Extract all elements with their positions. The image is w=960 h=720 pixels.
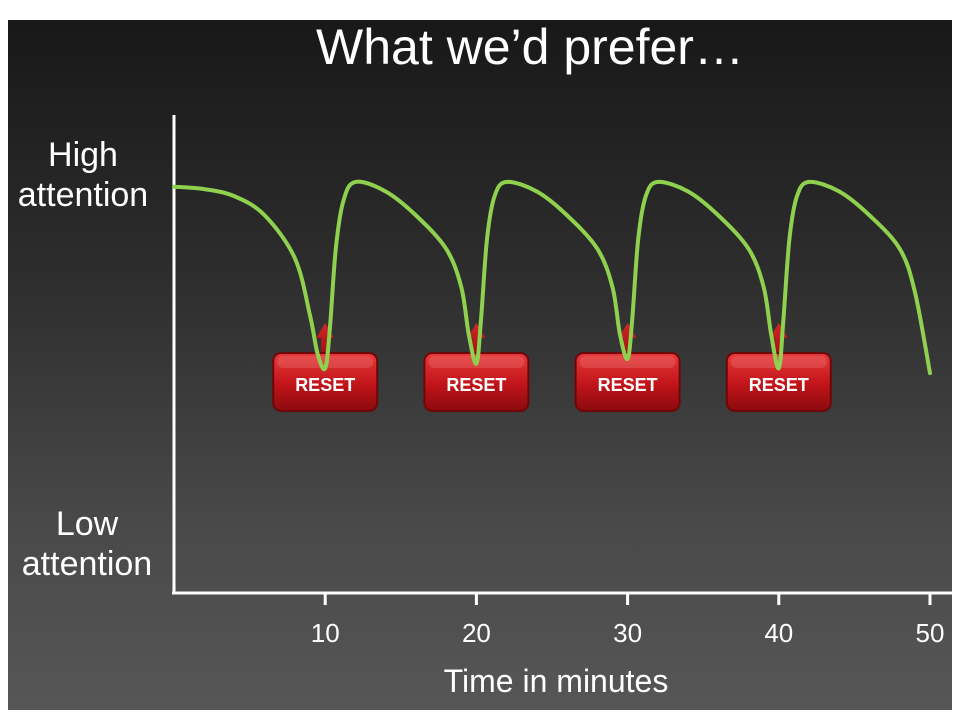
x-tick-label: 50 [916, 618, 945, 648]
x-axis-label: Time in minutes [444, 663, 669, 699]
x-tick-label: 40 [764, 618, 793, 648]
reset-label: RESET [749, 375, 809, 395]
y-label-high-line2: attention [17, 176, 149, 214]
reset-box-highlight [579, 356, 676, 368]
x-tick-label: 30 [613, 618, 642, 648]
x-tick-label: 20 [462, 618, 491, 648]
reset-box [725, 352, 832, 412]
y-label-high: High attention [8, 135, 158, 215]
reset-box [272, 352, 379, 412]
y-label-high-line1: High [48, 136, 118, 174]
reset-label: RESET [598, 375, 658, 395]
attention-series-line [172, 179, 932, 376]
page-title: What we’d prefer… [316, 20, 744, 75]
reset-label: RESET [446, 375, 506, 395]
attention-chart: 10 20 30 40 50 RESET RESET RESET RESET Time in … [172, 115, 952, 699]
x-tick-label: 10 [311, 618, 340, 648]
reset-label: RESET [295, 375, 355, 395]
slide: What we’d prefer… High attention Low att… [8, 20, 952, 710]
y-label-low-line2: attention [21, 545, 153, 583]
reset-annotation: RESET [574, 323, 681, 412]
y-label-low: Low attention [12, 504, 162, 584]
reset-annotation: RESET [423, 323, 530, 412]
y-label-low-line1: Low [55, 505, 119, 543]
